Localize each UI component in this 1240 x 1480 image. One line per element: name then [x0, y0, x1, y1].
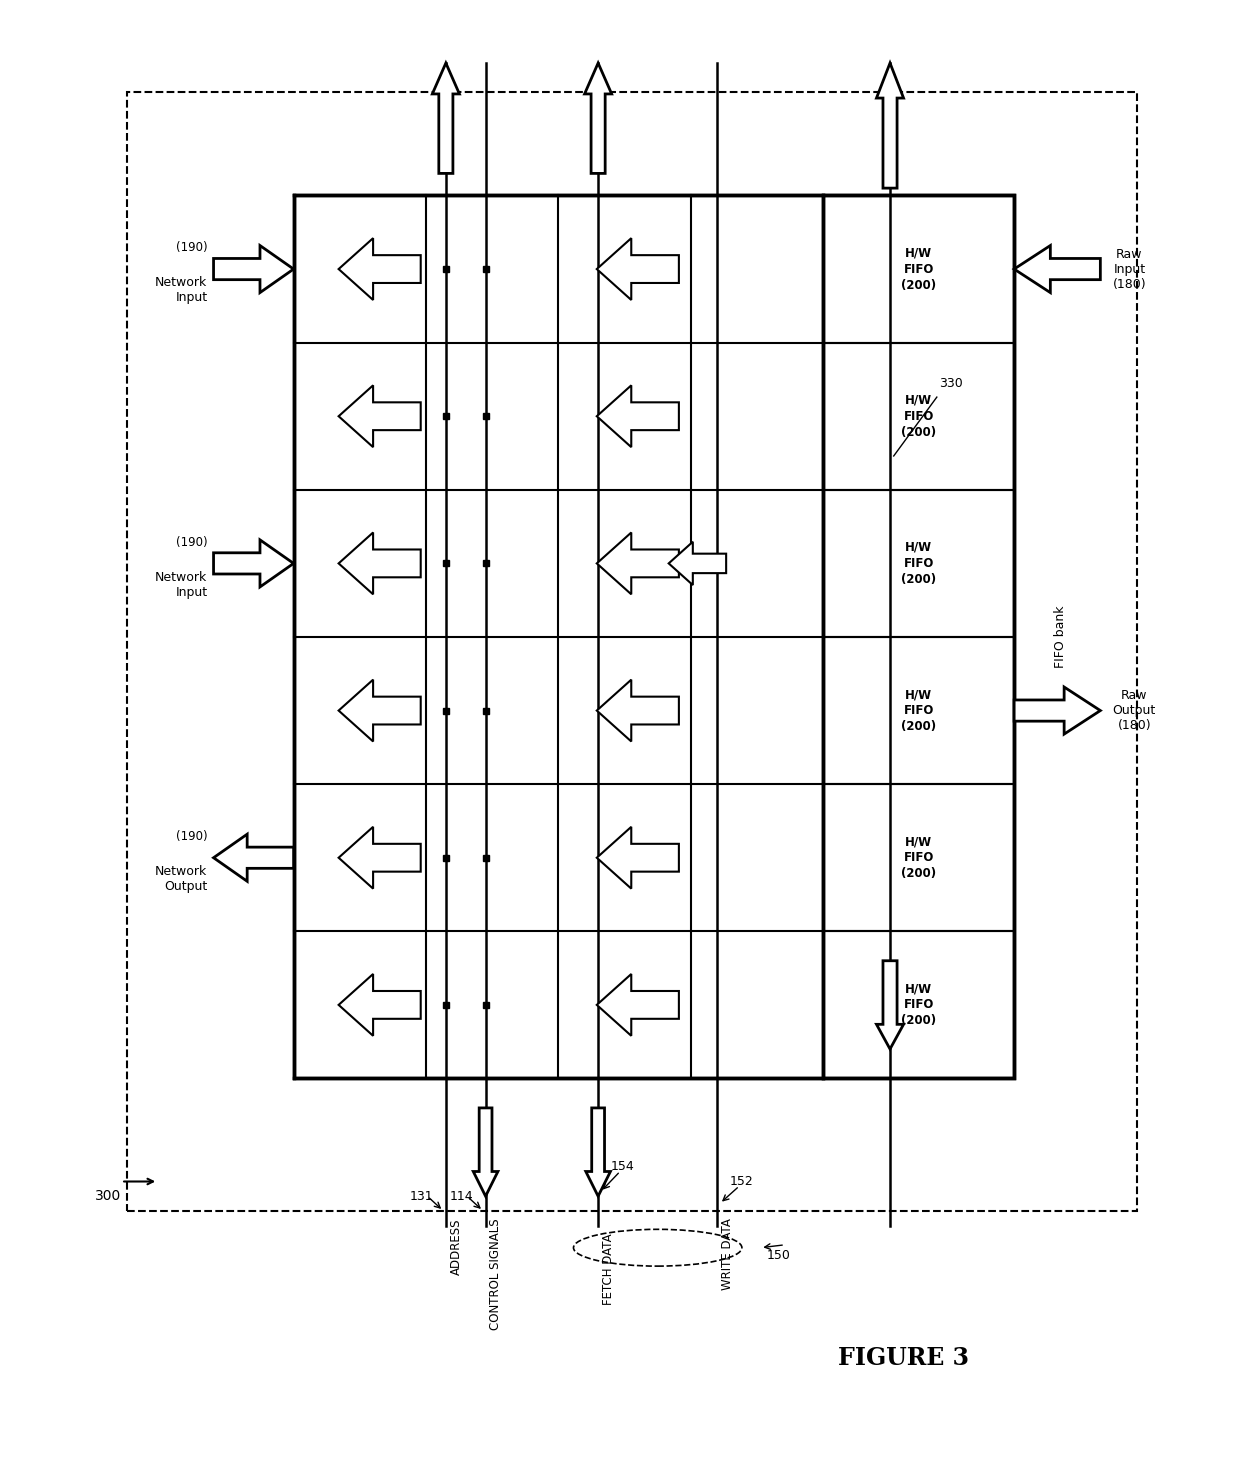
Bar — [294, 195, 1014, 1079]
Bar — [823, 195, 1014, 1079]
Polygon shape — [596, 385, 678, 447]
Text: (190): (190) — [176, 241, 207, 255]
Bar — [823, 490, 1014, 636]
Polygon shape — [339, 974, 420, 1036]
Bar — [823, 931, 1014, 1079]
Text: H/W
FIFO
(200): H/W FIFO (200) — [901, 394, 936, 438]
Text: FIGURE 3: FIGURE 3 — [838, 1347, 968, 1370]
Text: ADDRESS: ADDRESS — [450, 1218, 463, 1274]
Bar — [823, 784, 1014, 931]
Polygon shape — [339, 533, 420, 595]
Text: Network
Input: Network Input — [155, 571, 207, 599]
Text: Raw
Input
(180): Raw Input (180) — [1112, 247, 1146, 290]
Text: 300: 300 — [95, 1190, 122, 1203]
Polygon shape — [584, 64, 611, 173]
Text: 150: 150 — [766, 1249, 790, 1261]
Polygon shape — [877, 64, 904, 188]
Text: 114: 114 — [450, 1190, 474, 1203]
Text: H/W
FIFO
(200): H/W FIFO (200) — [901, 540, 936, 586]
Text: Network
Output: Network Output — [155, 866, 207, 892]
Text: 131: 131 — [410, 1190, 434, 1203]
Polygon shape — [596, 974, 678, 1036]
Polygon shape — [877, 961, 904, 1049]
Bar — [823, 343, 1014, 490]
Polygon shape — [1014, 687, 1100, 734]
Polygon shape — [585, 1109, 610, 1196]
Text: 154: 154 — [610, 1160, 634, 1174]
Text: FETCH DATA: FETCH DATA — [601, 1233, 615, 1305]
Polygon shape — [596, 533, 678, 595]
Text: H/W
FIFO
(200): H/W FIFO (200) — [901, 688, 936, 733]
Text: H/W
FIFO
(200): H/W FIFO (200) — [901, 247, 936, 292]
Text: 330: 330 — [939, 377, 963, 389]
Polygon shape — [1014, 246, 1100, 293]
Text: CONTROL SIGNALS: CONTROL SIGNALS — [490, 1218, 502, 1331]
Text: WRITE DATA: WRITE DATA — [720, 1218, 734, 1291]
Polygon shape — [339, 679, 420, 741]
Text: H/W
FIFO
(200): H/W FIFO (200) — [901, 983, 936, 1027]
Polygon shape — [213, 246, 294, 293]
Polygon shape — [596, 238, 678, 300]
Text: 152: 152 — [729, 1175, 754, 1188]
Bar — [128, 92, 1137, 1211]
Polygon shape — [213, 540, 294, 588]
Bar — [823, 195, 1014, 343]
Polygon shape — [339, 385, 420, 447]
Polygon shape — [596, 679, 678, 741]
Text: Network
Input: Network Input — [155, 277, 207, 305]
Polygon shape — [339, 827, 420, 888]
Polygon shape — [668, 542, 727, 585]
Polygon shape — [213, 835, 294, 881]
Polygon shape — [596, 827, 678, 888]
Text: (190): (190) — [176, 830, 207, 844]
Polygon shape — [433, 64, 459, 173]
Polygon shape — [339, 238, 420, 300]
Text: FIFO bank: FIFO bank — [1054, 605, 1068, 669]
Text: (190): (190) — [176, 536, 207, 549]
Polygon shape — [474, 1109, 498, 1196]
Bar — [823, 636, 1014, 784]
Text: Raw
Output
(180): Raw Output (180) — [1112, 690, 1156, 733]
Text: H/W
FIFO
(200): H/W FIFO (200) — [901, 835, 936, 881]
